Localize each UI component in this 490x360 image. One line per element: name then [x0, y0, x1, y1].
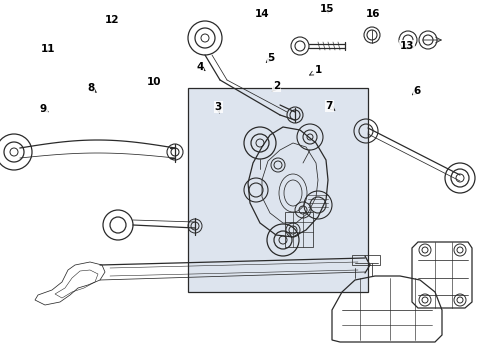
Text: 12: 12 [104, 15, 119, 25]
Text: 3: 3 [215, 102, 221, 113]
Text: 15: 15 [320, 4, 335, 14]
Text: 2: 2 [272, 81, 280, 91]
Text: 14: 14 [255, 9, 270, 19]
Text: 16: 16 [366, 9, 381, 19]
Text: 4: 4 [196, 62, 205, 72]
Text: 5: 5 [266, 53, 274, 63]
Text: 10: 10 [147, 77, 162, 87]
Bar [188, 88, 368, 292]
Text: 6: 6 [413, 86, 421, 96]
Text: 1: 1 [310, 65, 322, 75]
Text: 8: 8 [87, 83, 96, 93]
Text: 9: 9 [40, 104, 48, 114]
Text: 7: 7 [325, 101, 335, 111]
Text: 13: 13 [399, 41, 414, 51]
Text: 11: 11 [41, 44, 55, 54]
